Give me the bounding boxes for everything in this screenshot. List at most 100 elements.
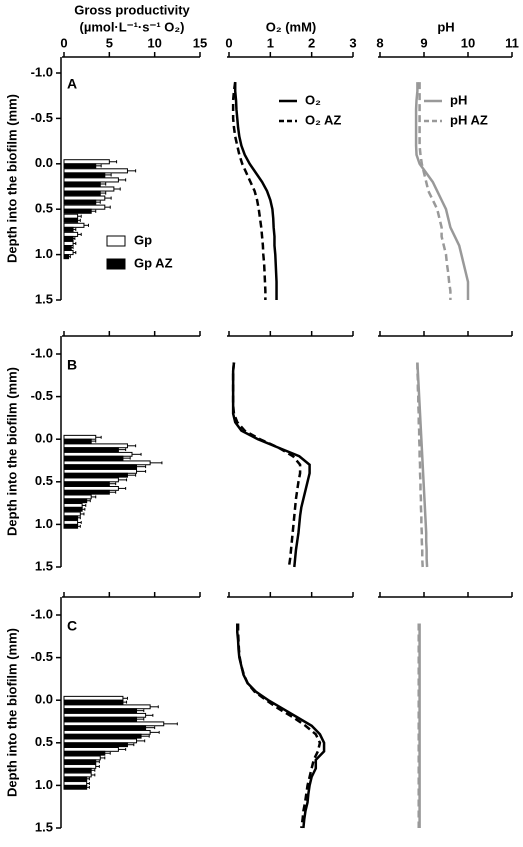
y-tick-label: 0.0 xyxy=(35,431,53,446)
y-axis-label: Depth into the biofilm (mm) xyxy=(4,94,19,263)
bar xyxy=(63,250,74,256)
bar xyxy=(63,240,74,247)
y-tick-label: 0.0 xyxy=(35,692,53,707)
y-tick-label: 1.0 xyxy=(35,516,53,531)
bar xyxy=(63,163,97,169)
y-tick-label: 1.5 xyxy=(35,558,53,573)
bar xyxy=(63,520,79,525)
legend-label: pH AZ xyxy=(450,112,488,127)
profile-line xyxy=(233,82,278,300)
bar xyxy=(63,695,124,701)
bar xyxy=(63,498,88,504)
bar xyxy=(63,190,101,196)
bar xyxy=(63,447,119,453)
bar xyxy=(63,226,74,232)
bar xyxy=(63,781,88,786)
x-tick-label: 0 xyxy=(225,35,232,50)
bar xyxy=(63,159,110,165)
bar xyxy=(63,254,70,260)
x-tick-label: 2 xyxy=(308,35,315,50)
x-tick-label: 8 xyxy=(376,35,383,50)
bar xyxy=(63,721,165,727)
bar xyxy=(63,235,74,242)
legend-label: Gp xyxy=(134,232,152,247)
y-tick-label: -0.5 xyxy=(31,388,53,403)
profile-line xyxy=(418,82,452,300)
bar xyxy=(63,472,128,478)
bar xyxy=(63,489,110,495)
bar xyxy=(63,231,79,237)
bar xyxy=(63,725,147,731)
bar xyxy=(63,712,147,718)
bar xyxy=(63,746,119,752)
bar xyxy=(63,217,79,223)
bar xyxy=(63,738,138,744)
bar xyxy=(63,708,138,714)
y-tick-label: 0.0 xyxy=(35,155,53,170)
x-tick-label: 1 xyxy=(267,35,274,50)
bar xyxy=(63,468,138,474)
bar xyxy=(63,506,83,512)
legend-label: O₂ xyxy=(305,92,321,107)
bar xyxy=(63,460,151,466)
bar xyxy=(63,716,138,722)
bar xyxy=(63,451,133,457)
bar xyxy=(63,784,88,790)
y-tick-label: -1.0 xyxy=(31,64,53,79)
y-tick-label: 0.5 xyxy=(35,734,53,749)
profile-line xyxy=(231,362,311,568)
bar xyxy=(63,764,97,769)
x-axis-label: O₂ (mM) xyxy=(266,19,317,34)
bar xyxy=(63,455,124,461)
legend-label: O₂ AZ xyxy=(305,112,341,127)
x-tick-label: 3 xyxy=(349,35,356,50)
profile-line xyxy=(231,81,267,300)
bar xyxy=(63,515,79,521)
profile-line xyxy=(236,623,322,829)
bar xyxy=(63,181,101,187)
bar xyxy=(63,759,97,765)
y-tick-label: -1.0 xyxy=(31,606,53,621)
x-tick-label: 10 xyxy=(461,35,475,50)
bar xyxy=(63,750,106,756)
x-tick-label: 11 xyxy=(505,35,519,50)
x-axis-label: pH xyxy=(437,19,454,34)
bar xyxy=(63,204,106,210)
bar xyxy=(63,729,151,735)
bar xyxy=(63,208,92,214)
bar xyxy=(63,485,119,491)
y-tick-label: 1.5 xyxy=(35,819,53,834)
y-axis-label: Depth into the biofilm (mm) xyxy=(4,367,19,536)
profile-line xyxy=(416,362,424,568)
y-axis-label: Depth into the biofilm (mm) xyxy=(4,628,19,797)
bar xyxy=(63,199,97,205)
panel-label: C xyxy=(67,618,77,634)
bar xyxy=(63,742,128,748)
bar xyxy=(63,195,106,201)
bar xyxy=(63,776,88,782)
x-axis-label: (µmol·L⁻¹·s⁻¹ O₂) xyxy=(80,19,185,34)
bar xyxy=(63,245,72,251)
y-tick-label: 0.5 xyxy=(35,201,53,216)
panel-label: A xyxy=(67,76,77,92)
x-axis-label: Gross productivity xyxy=(74,2,190,17)
x-tick-label: 10 xyxy=(147,35,161,50)
bar xyxy=(63,443,128,449)
profile-line xyxy=(236,623,326,829)
y-tick-label: -0.5 xyxy=(31,110,53,125)
bar xyxy=(63,523,79,529)
x-tick-label: 5 xyxy=(106,35,113,50)
y-tick-label: 0.5 xyxy=(35,473,53,488)
legend-swatch xyxy=(106,235,126,247)
bar xyxy=(63,464,138,470)
bar xyxy=(63,438,92,444)
y-tick-label: 1.0 xyxy=(35,777,53,792)
bar xyxy=(63,481,110,487)
bar xyxy=(63,767,92,773)
y-tick-label: -1.0 xyxy=(31,345,53,360)
bar xyxy=(63,511,81,517)
bar xyxy=(63,772,92,778)
bar xyxy=(63,434,97,440)
y-tick-label: 1.5 xyxy=(35,291,53,306)
